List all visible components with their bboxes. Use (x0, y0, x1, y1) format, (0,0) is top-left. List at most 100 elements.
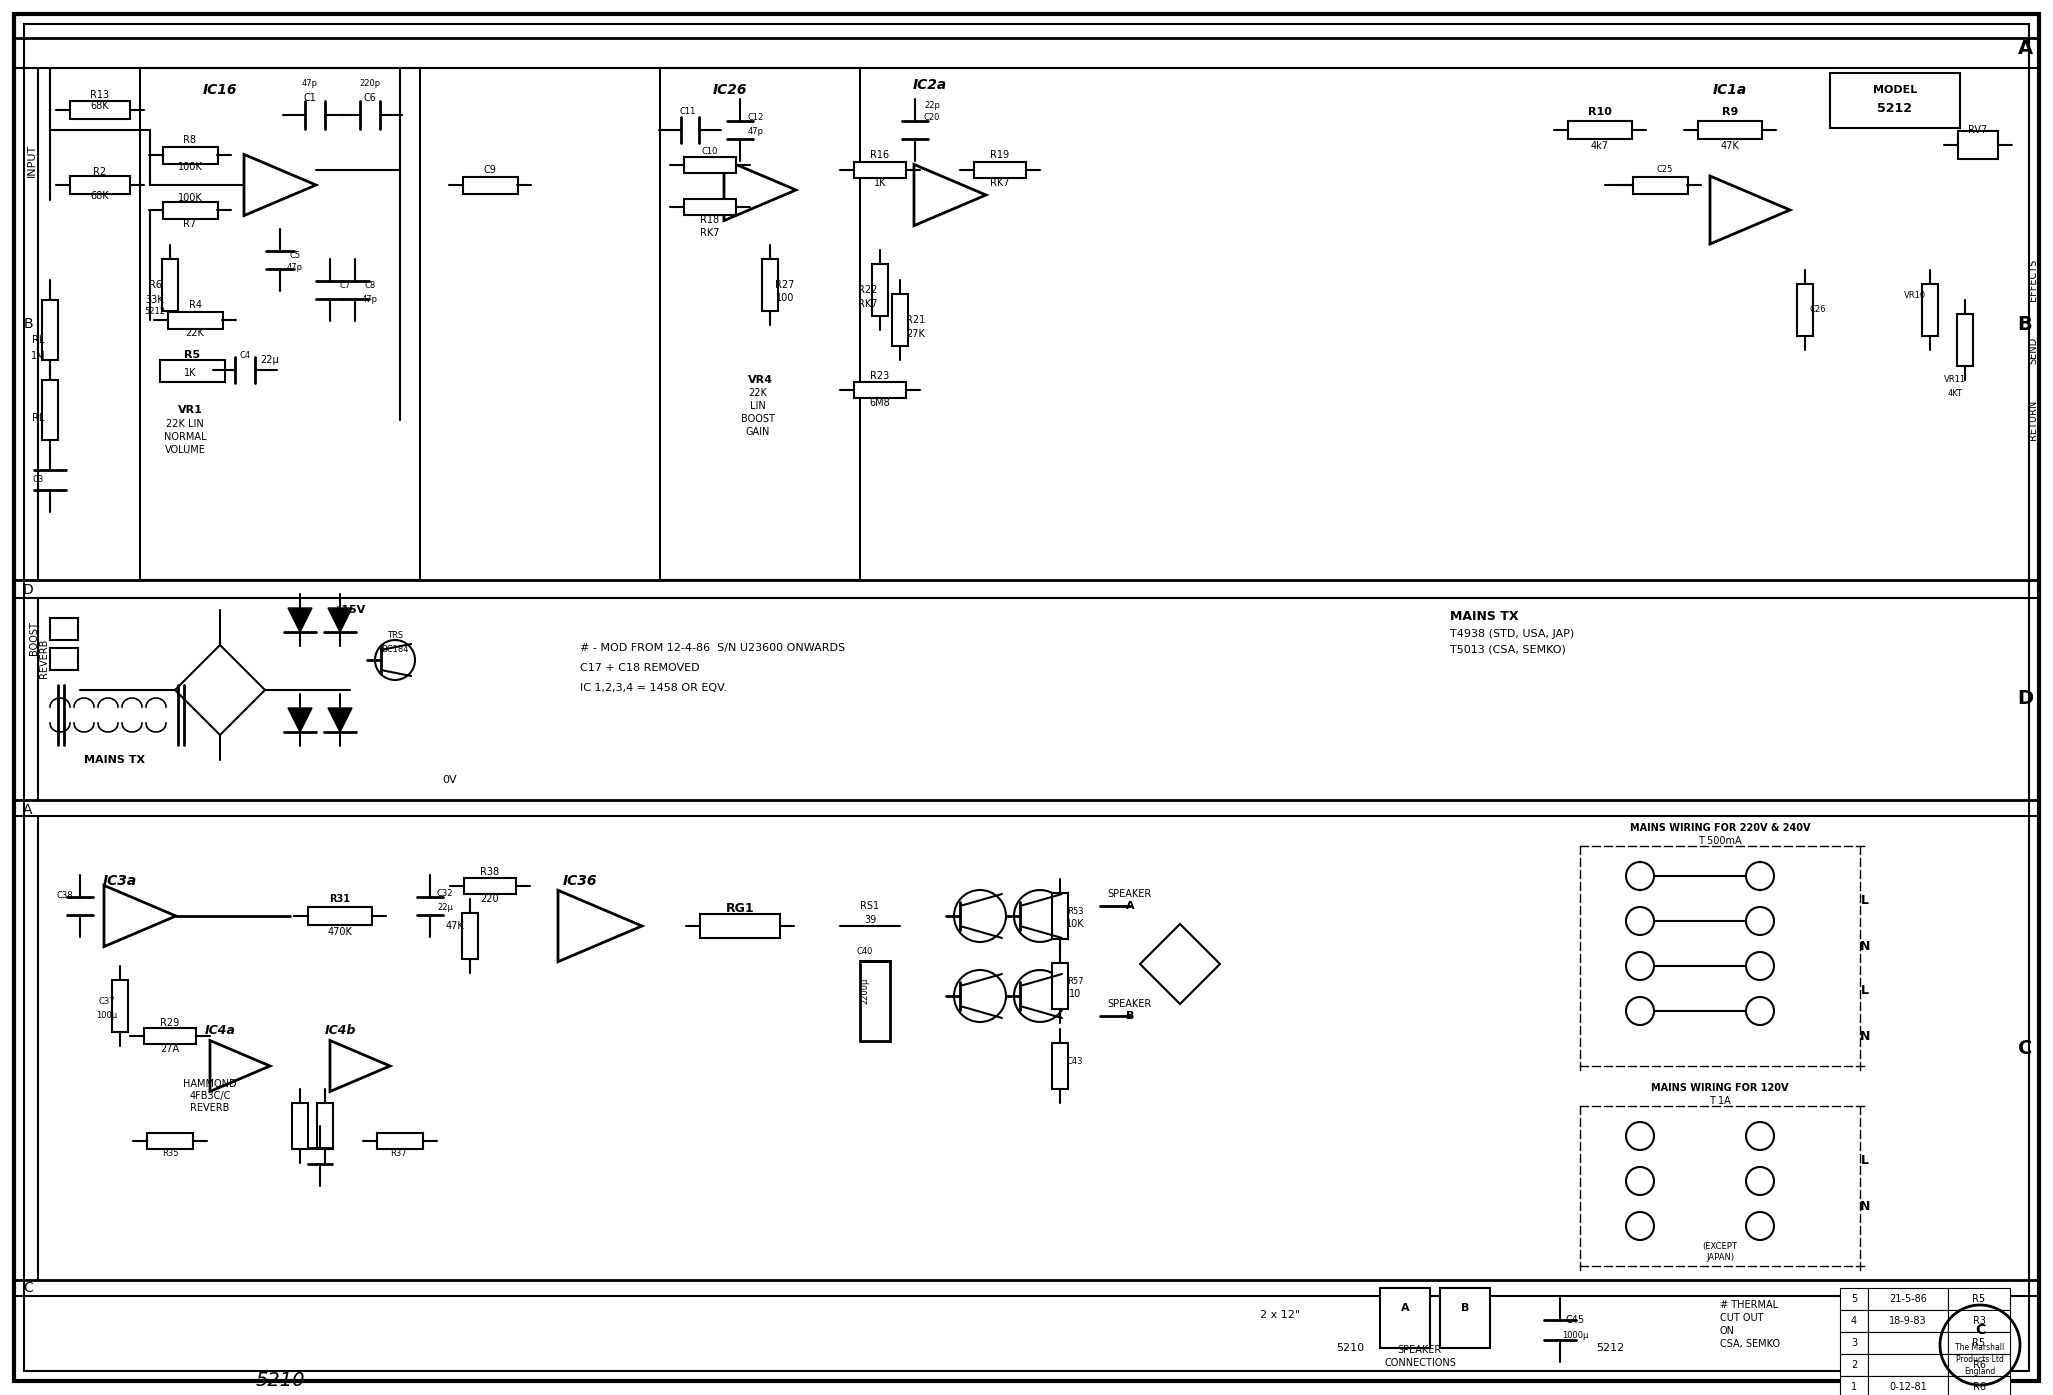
Text: C10: C10 (702, 148, 719, 156)
Text: R10: R10 (1589, 107, 1612, 117)
Text: 21-5-86: 21-5-86 (1889, 1295, 1928, 1304)
Text: (EXCEPT: (EXCEPT (1702, 1242, 1737, 1250)
Text: JAPAN): JAPAN) (1706, 1254, 1735, 1262)
Text: REVERB: REVERB (191, 1103, 230, 1113)
Text: 2200μ: 2200μ (860, 978, 870, 1004)
Text: 1000μ: 1000μ (1562, 1331, 1589, 1339)
Text: BOOST: BOOST (741, 414, 774, 424)
Text: IC1a: IC1a (1712, 82, 1747, 98)
Text: 5210: 5210 (255, 1370, 304, 1389)
Text: R2: R2 (94, 167, 107, 177)
Text: C8: C8 (363, 280, 376, 290)
Text: C25: C25 (1657, 166, 1673, 174)
Text: 22K LIN: 22K LIN (166, 418, 203, 430)
Bar (462, 912, 478, 958)
Text: SEND: SEND (2028, 336, 2039, 364)
Bar (684, 158, 735, 173)
Bar (891, 294, 907, 346)
Text: R5: R5 (185, 350, 199, 360)
Bar (464, 177, 517, 194)
Text: 5212: 5212 (144, 307, 166, 317)
Bar (316, 1103, 333, 1149)
Text: BC184: BC184 (382, 644, 409, 653)
Text: RK7: RK7 (990, 179, 1010, 188)
Text: A: A (2018, 39, 2032, 57)
Text: R31: R31 (328, 894, 351, 904)
Text: R3: R3 (1973, 1315, 1985, 1327)
Text: N: N (1860, 1030, 1870, 1042)
Text: EFFECTS: EFFECTS (2028, 259, 2039, 301)
Text: CONNECTIONS: CONNECTIONS (1384, 1357, 1456, 1368)
Text: 1K: 1K (875, 179, 887, 188)
Text: RG1: RG1 (725, 901, 753, 915)
Bar (1829, 73, 1961, 128)
Text: 5212: 5212 (1878, 102, 1913, 114)
Text: C37: C37 (99, 996, 115, 1006)
Text: C5: C5 (289, 251, 300, 259)
Text: IC4a: IC4a (205, 1024, 236, 1038)
Text: RL: RL (31, 413, 45, 423)
Text: R6: R6 (148, 280, 162, 290)
Bar (1868, 1310, 1948, 1332)
Text: 4KT: 4KT (1948, 388, 1963, 398)
Text: SPEAKER: SPEAKER (1109, 889, 1152, 898)
Bar (70, 176, 129, 194)
Bar (1568, 121, 1632, 140)
Text: RETURN: RETURN (2028, 400, 2039, 441)
Text: INPUT: INPUT (27, 144, 37, 177)
Text: MAINS TX: MAINS TX (1449, 610, 1519, 622)
Text: C: C (2018, 1038, 2032, 1057)
Bar (1051, 1043, 1068, 1089)
Text: 22μ: 22μ (261, 354, 279, 365)
Text: R5: R5 (1973, 1295, 1985, 1304)
Text: R53: R53 (1068, 907, 1084, 915)
Text: L: L (1860, 985, 1868, 997)
Text: 220p: 220p (359, 80, 380, 88)
Bar (162, 146, 218, 165)
Text: RK7: RK7 (858, 299, 879, 310)
Bar (1839, 1310, 1868, 1332)
Bar (162, 202, 218, 219)
Text: T 500mA: T 500mA (1698, 836, 1741, 845)
Text: R38: R38 (480, 868, 499, 877)
Text: IC2a: IC2a (914, 78, 946, 92)
Text: A: A (23, 804, 33, 817)
Text: 3: 3 (1852, 1338, 1858, 1348)
Text: D: D (2016, 689, 2032, 709)
Bar (1868, 1355, 1948, 1375)
Text: MAINS WIRING FOR 120V: MAINS WIRING FOR 120V (1651, 1083, 1788, 1094)
Text: 22K: 22K (185, 328, 205, 338)
Text: HAMMOND: HAMMOND (183, 1078, 236, 1089)
Text: A: A (1125, 901, 1135, 911)
Bar (1839, 1375, 1868, 1395)
Text: RV7: RV7 (1969, 126, 1987, 135)
Text: ON: ON (1720, 1327, 1735, 1336)
Text: 47K: 47K (1720, 141, 1739, 151)
Text: N: N (1860, 1200, 1870, 1212)
Text: # - MOD FROM 12-4-86  S/N U23600 ONWARDS: # - MOD FROM 12-4-86 S/N U23600 ONWARDS (581, 643, 846, 653)
Text: C9: C9 (485, 165, 497, 174)
Bar (1839, 1332, 1868, 1355)
Text: C17 + C18 REMOVED: C17 + C18 REMOVED (581, 663, 700, 672)
Text: The Marshall: The Marshall (1954, 1342, 2004, 1352)
Text: R22: R22 (858, 285, 879, 294)
Bar (873, 264, 889, 317)
Bar (659, 68, 860, 580)
Text: 5212: 5212 (1595, 1343, 1624, 1353)
Text: 220: 220 (480, 894, 499, 904)
Text: 0V: 0V (443, 776, 458, 785)
Text: 2: 2 (1852, 1360, 1858, 1370)
Text: England: England (1965, 1367, 1996, 1375)
Text: +15V: +15V (333, 605, 367, 615)
Text: IC4b: IC4b (324, 1024, 355, 1038)
Text: 100μ: 100μ (96, 1011, 117, 1021)
Text: R21: R21 (905, 315, 926, 325)
Bar (1051, 963, 1068, 1009)
Text: D: D (23, 583, 33, 597)
Bar (1868, 1375, 1948, 1395)
Text: 1K: 1K (185, 368, 197, 378)
Bar (1698, 121, 1761, 140)
Text: B: B (2018, 314, 2032, 333)
Text: R23: R23 (870, 371, 889, 381)
Text: LIN: LIN (749, 400, 766, 412)
